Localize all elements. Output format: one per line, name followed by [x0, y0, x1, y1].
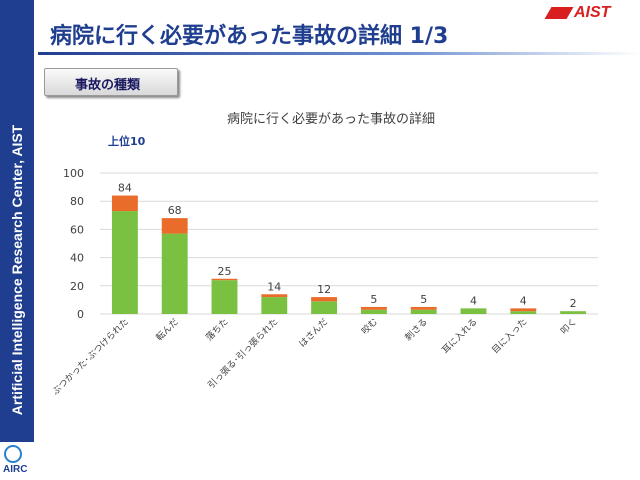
x-tick-label: 耳に入れる	[440, 316, 480, 356]
bar-segment-orange	[261, 294, 288, 298]
bar-segment-green	[510, 311, 537, 314]
aist-logo: AIST	[544, 4, 632, 22]
aist-logo-text: AIST	[574, 4, 611, 21]
bar-segment-green	[560, 311, 587, 314]
data-label: 4	[520, 294, 527, 307]
airc-face-icon	[4, 445, 22, 463]
y-tick-label: 100	[63, 167, 84, 180]
bar-segment-orange	[510, 308, 537, 312]
bar-chart: 病院に行く必要があった事故の詳細 上位10 0 20 40 60 80 100 84 ぶつか…	[50, 111, 598, 397]
bar-segment-orange	[211, 278, 238, 281]
aist-swoosh-icon	[544, 7, 574, 19]
x-tick-label: 咬む	[359, 316, 380, 337]
sidebar-org-text: Artificial Intelligence Research Center,…	[9, 124, 25, 416]
data-label: 5	[370, 293, 377, 306]
chart-subtitle: 上位10	[108, 134, 146, 148]
bar-segment-orange	[311, 297, 338, 302]
data-label: 12	[317, 283, 331, 296]
data-label: 5	[420, 293, 427, 306]
data-label: 68	[168, 204, 182, 217]
data-label: 25	[218, 265, 232, 278]
x-tick-label: 転んだ	[154, 316, 181, 343]
bar-segment-green	[111, 211, 138, 314]
y-tick-label: 20	[70, 280, 84, 293]
x-tick-label: 刺さる	[403, 316, 430, 343]
airc-logo-text: AIRC	[3, 464, 28, 475]
bar-segment-orange	[161, 218, 188, 234]
bar-segment-green	[161, 233, 188, 314]
bar-segment-orange	[360, 306, 387, 310]
bar-segment-green	[211, 280, 238, 314]
bar-segment-green	[311, 301, 338, 314]
x-tick-label: 叩く	[559, 316, 580, 337]
sidebar-band: Artificial Intelligence Research Center,…	[0, 0, 34, 480]
x-tick-label: 目に入った	[490, 316, 530, 356]
y-tick-label: 0	[77, 308, 84, 321]
x-tick-label: 落ちた	[203, 316, 231, 344]
bar-segment-green	[261, 297, 288, 314]
title-underline	[38, 52, 640, 55]
x-tick-label: はさんだ	[297, 316, 330, 349]
bar-segment-orange	[111, 195, 138, 212]
bar-segment-green	[410, 309, 437, 314]
chart-title: 病院に行く必要があった事故の詳細	[227, 111, 435, 127]
bar-segment-green	[460, 308, 487, 314]
page-title: 病院に行く必要があった事故の詳細 1/3	[50, 24, 449, 49]
bar-segment-green	[360, 309, 387, 314]
airc-logo: AIRC	[0, 442, 34, 480]
y-tick-label: 40	[70, 252, 84, 265]
section-label-box: 事故の種類	[44, 68, 178, 96]
data-label: 84	[118, 182, 132, 195]
data-label: 2	[570, 297, 577, 310]
data-label: 14	[267, 280, 281, 293]
y-tick-label: 60	[70, 223, 84, 236]
y-tick-label: 80	[70, 195, 84, 208]
section-label: 事故の種類	[75, 78, 141, 93]
x-tick-label: ぶつかった･ぶつけられた	[50, 316, 131, 397]
bar-segment-orange	[410, 306, 437, 310]
data-label: 4	[470, 294, 477, 307]
